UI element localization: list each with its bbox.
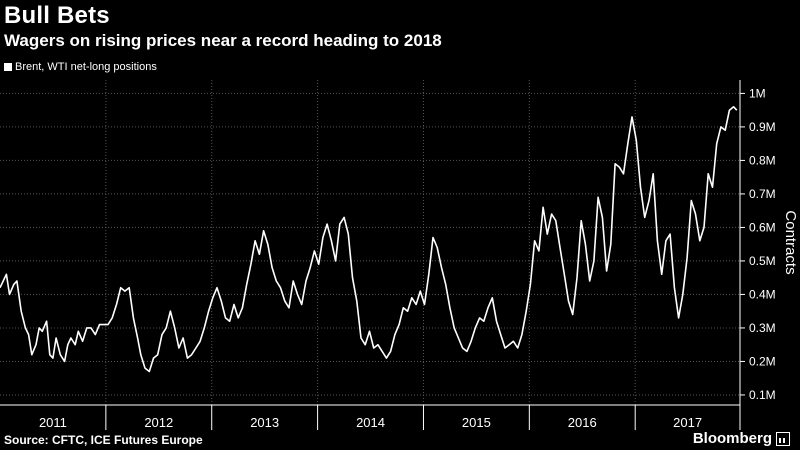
y-tick-label: 0.8M	[749, 153, 776, 167]
legend-swatch	[4, 63, 12, 71]
y-tick-label: 1M	[749, 86, 766, 100]
chart-subtitle: Wagers on rising prices near a record he…	[4, 31, 442, 50]
x-tick-label: 2014	[356, 415, 385, 430]
x-tick-label: 2012	[144, 415, 173, 430]
x-tick-label: 2017	[673, 415, 702, 430]
brand-logo: Bloomberg	[693, 430, 790, 447]
x-tick-label: 2013	[250, 415, 279, 430]
legend: Brent, WTI net-long positions	[4, 61, 157, 73]
y-tick-label: 0.7M	[749, 187, 776, 201]
y-tick-label: 0.1M	[749, 388, 776, 402]
chart-title: Bull Bets	[4, 2, 110, 29]
y-tick-label: 0.5M	[749, 254, 776, 268]
brand-name: Bloomberg	[692, 430, 772, 447]
y-tick-label: 0.9M	[749, 120, 776, 134]
legend-label: Brent, WTI net-long positions	[15, 61, 157, 73]
x-tick-label: 2015	[462, 415, 491, 430]
y-tick-label: 0.3M	[749, 321, 776, 335]
x-tick-label: 2011	[39, 415, 67, 430]
y-tick-label: 0.2M	[749, 354, 776, 368]
x-tick-label: 2016	[568, 415, 597, 430]
source-note: Source: CFTC, ICE Futures Europe	[4, 433, 203, 447]
series-line	[0, 106, 738, 373]
y-tick-label: 0.4M	[749, 287, 776, 301]
y-axis-label: Contracts	[782, 210, 799, 274]
y-tick-label: 0.6M	[749, 220, 776, 234]
bloomberg-chart-icon	[776, 431, 790, 446]
